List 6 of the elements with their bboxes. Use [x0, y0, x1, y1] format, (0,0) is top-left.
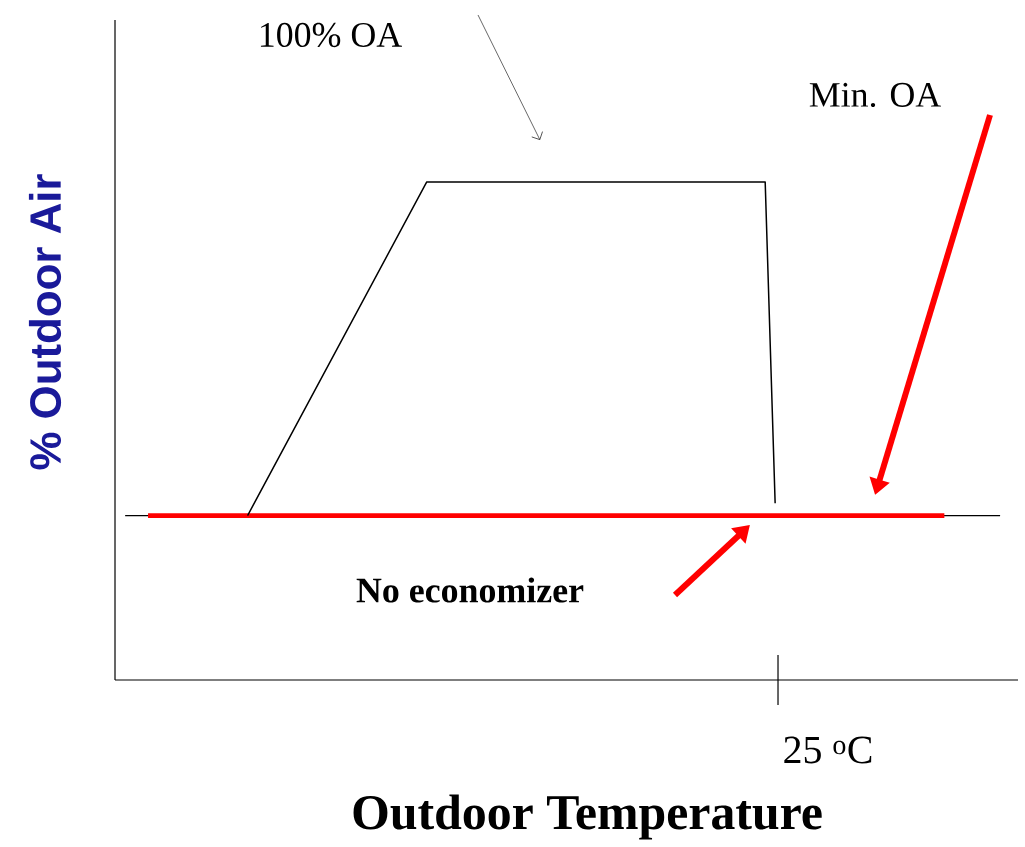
annotation: No economizer	[356, 577, 584, 603]
text: 25 $^{o}$C	[784, 736, 872, 764]
text: 100% OA	[260, 22, 402, 48]
y-axis-title: % Outdoor Air	[28, 174, 62, 470]
x-axis-title: Outdoor Temperature	[353, 794, 822, 840]
text: Min. OA	[809, 82, 941, 108]
